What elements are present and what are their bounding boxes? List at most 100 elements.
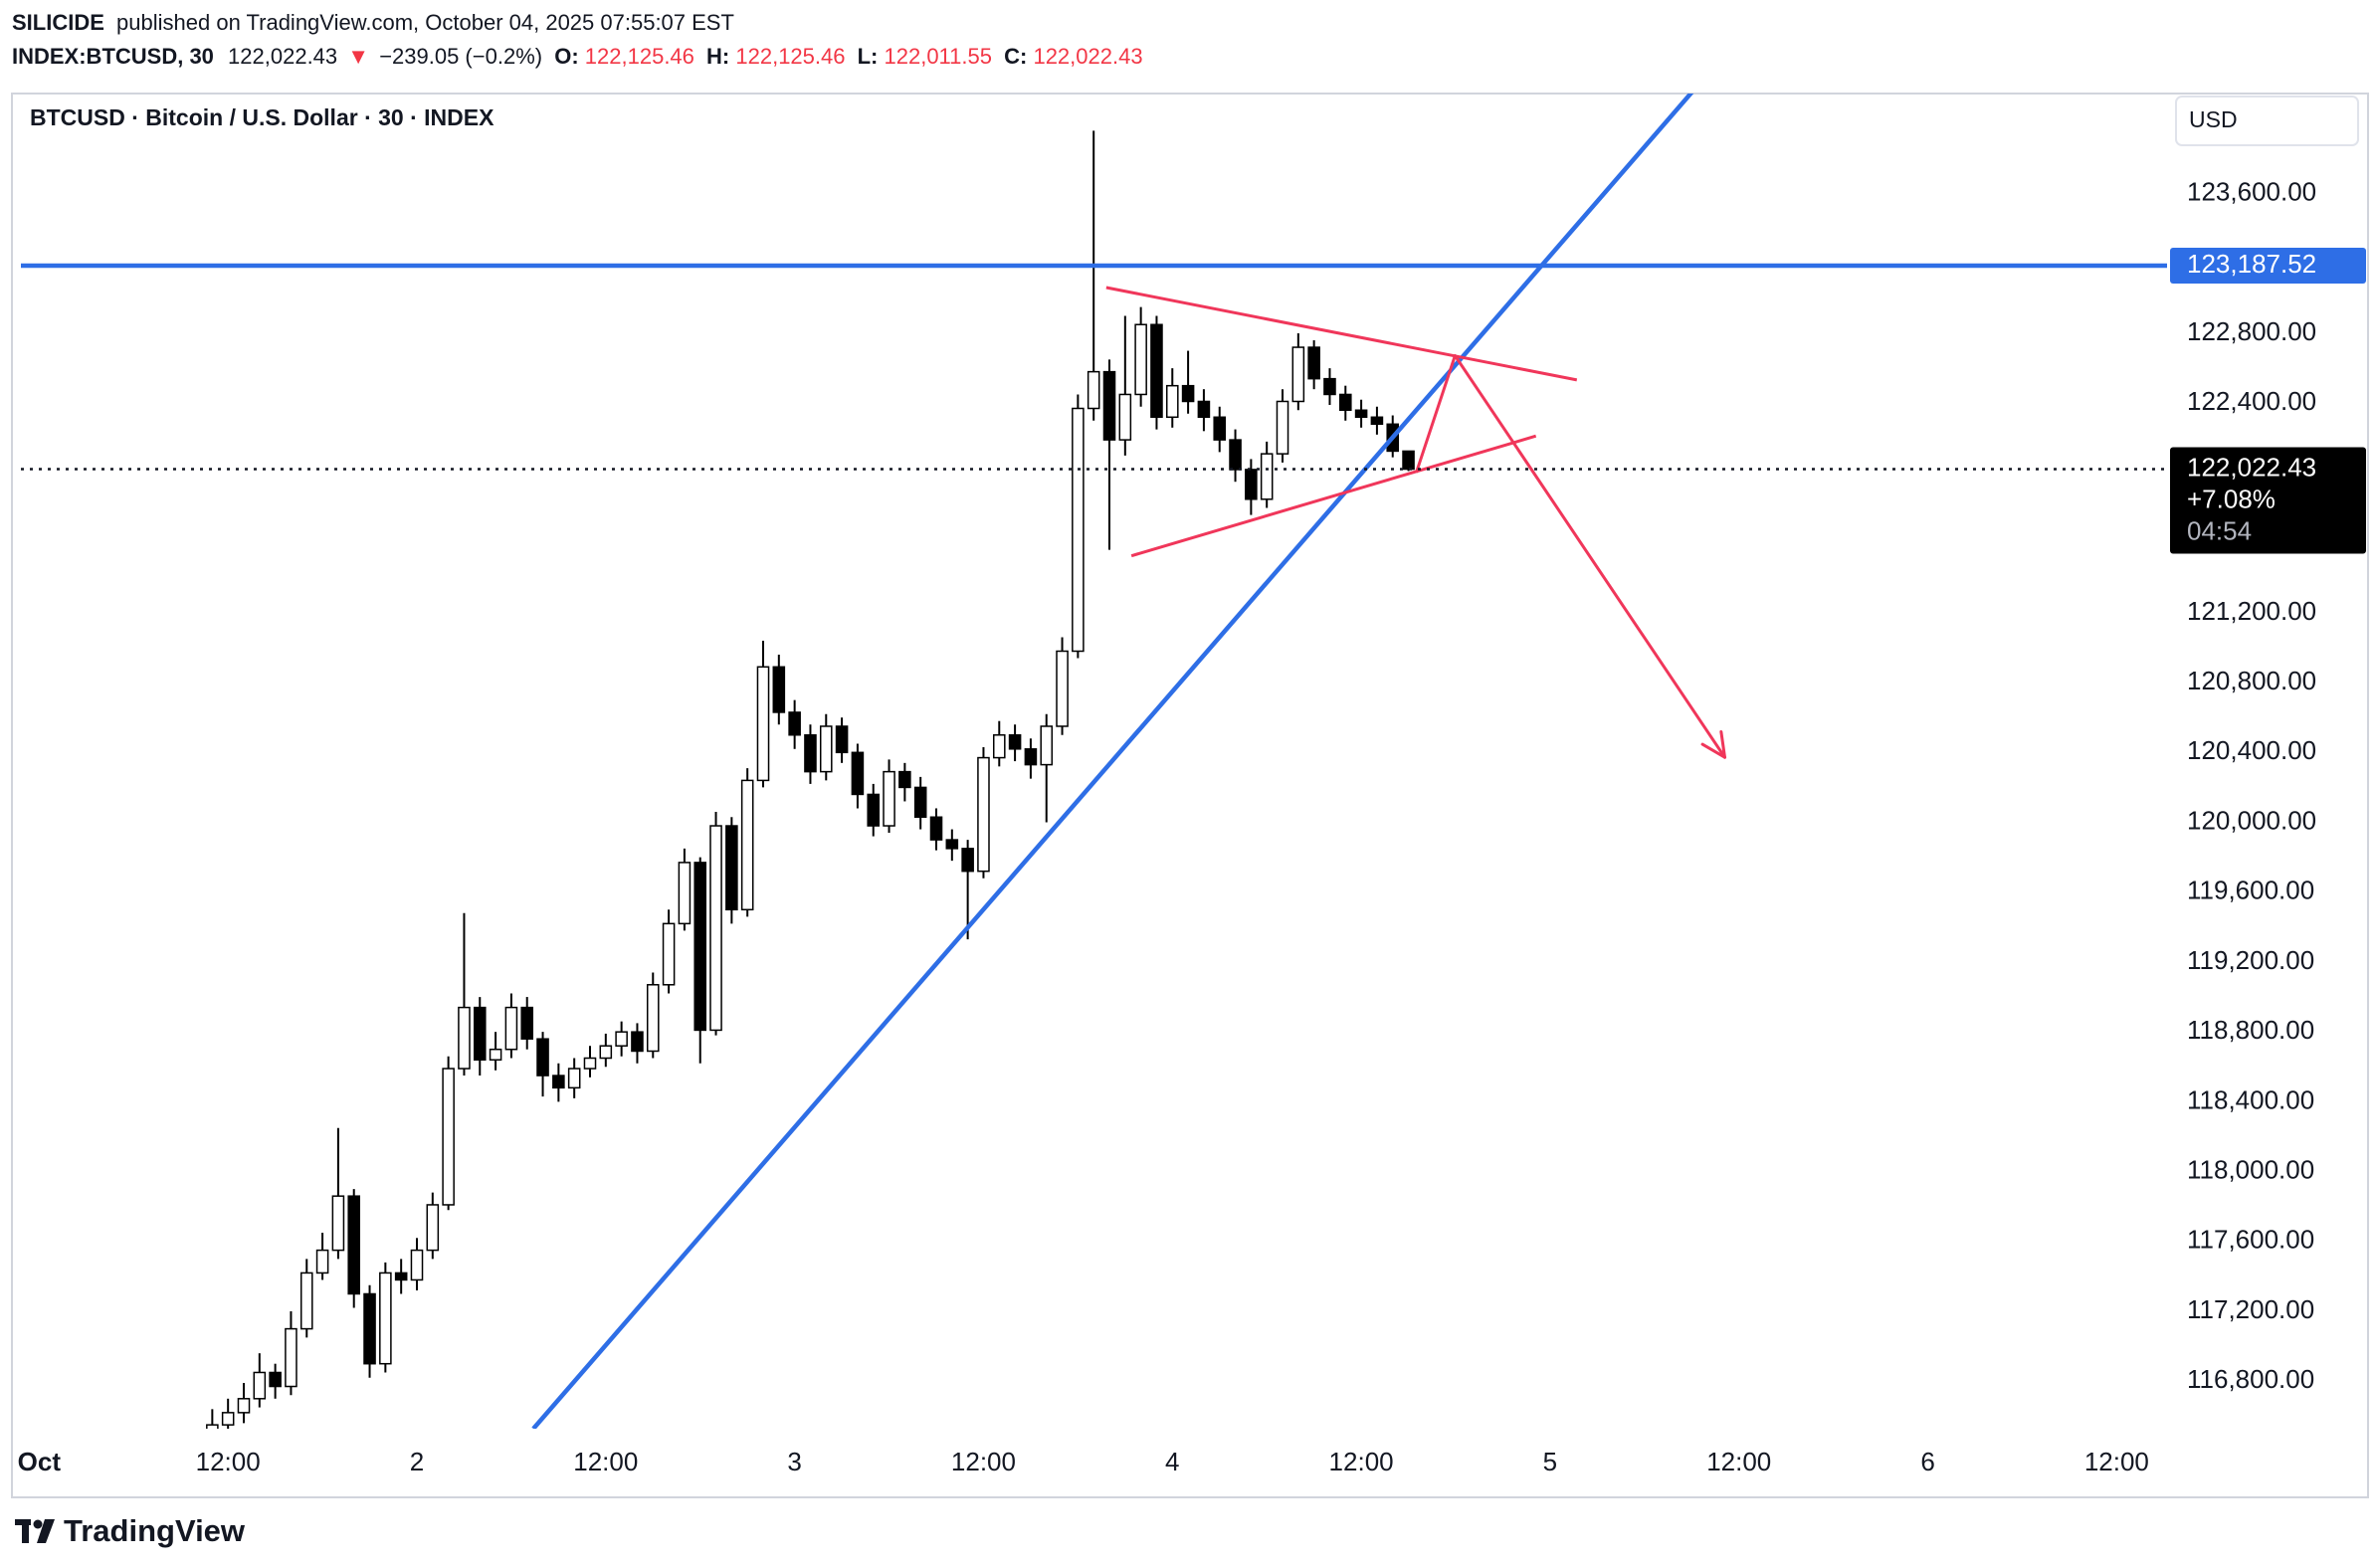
chart-frame [11,93,2369,1498]
candle-body [961,848,974,873]
candle-body [299,1272,313,1330]
candle-body [740,779,754,911]
last-label: 122,022.43 [2187,452,2316,482]
candle-body [253,1371,267,1400]
trend-line [531,94,1694,1429]
candle-body [756,666,770,782]
y-tick-label: 118,000.00 [2187,1154,2314,1184]
candle-body [285,1327,297,1388]
candle-body [1338,393,1352,412]
close: 122,022.43 [1033,44,1142,69]
candle-body [331,1195,345,1252]
published: published on TradingView.com, October 04… [116,10,734,35]
y-tick-label: 119,600.00 [2187,876,2314,905]
y-tick-label: 117,200.00 [2187,1294,2314,1324]
candle-body [458,1006,471,1070]
candle-body [1072,407,1085,653]
logo-icon [15,1519,55,1543]
countdown: 04:54 [2187,515,2252,545]
open: 122,125.46 [585,44,694,69]
candle-body [1276,400,1289,455]
x-tick-label: Oct [18,1447,62,1476]
author: SILICIDE [12,10,104,35]
x-tick-label: 12:00 [573,1447,638,1476]
candle-body [536,1038,549,1077]
candle-body [992,734,1006,759]
change: −239.05 (−0.2%) [379,44,542,69]
currency-box[interactable] [2175,96,2359,146]
candle-body [615,1031,628,1047]
candle-body [898,770,911,789]
arrowhead [1700,742,1727,759]
candle-body [1181,384,1195,403]
level-label-box [2170,247,2366,284]
candle-body [851,751,865,796]
candle-body [1370,416,1384,426]
candle-body [567,1068,581,1089]
candle-body [1291,346,1305,403]
candle-body [1354,409,1368,419]
candle-body [725,825,738,911]
symbol: INDEX:BTCUSD, 30 [12,44,214,69]
x-tick-label: 12:00 [1329,1447,1394,1476]
candle-body [504,1006,518,1051]
price: 122,022.43 [228,44,337,69]
candle-body [520,1006,534,1040]
candle-body [379,1272,392,1365]
y-tick-label: 118,800.00 [2187,1015,2314,1045]
y-tick-label: 116,800.00 [2187,1364,2314,1394]
candle-body [1323,377,1336,396]
candle-body [709,825,722,1032]
candle-body [1213,416,1227,441]
candle-body [1134,323,1147,396]
y-tick-label: 117,600.00 [2187,1225,2314,1255]
candle-body [1260,453,1274,500]
candle-body [583,1057,597,1070]
candle-body [1056,650,1069,727]
candle-body [1008,734,1022,750]
candle-body [1087,370,1100,410]
x-tick-label: 3 [787,1447,801,1476]
trend-line [1130,434,1537,558]
candle-body [552,1075,565,1089]
candle-body [347,1195,361,1295]
candle-body [913,786,927,819]
candle-body [442,1068,455,1206]
legend-title: BTCUSD · Bitcoin / U.S. Dollar · 30 · IN… [30,104,495,130]
candle-body [1165,384,1179,419]
y-tick-label: 121,200.00 [2187,596,2316,626]
x-tick-label: 12:00 [951,1447,1016,1476]
x-tick-label: 4 [1165,1447,1179,1476]
ohlc-line: INDEX:BTCUSD, 30 122,022.43 ▼ −239.05 (−… [12,44,1143,69]
x-tick-label: 12:00 [2084,1447,2149,1476]
candle-body [363,1292,376,1365]
y-tick-label: 120,000.00 [2187,805,2316,835]
candle-body [662,922,676,986]
y-tick-label: 119,200.00 [2187,945,2314,975]
x-tick-label: 6 [1920,1447,1934,1476]
plot-area [21,94,2167,1429]
candle-body [678,862,692,925]
candle-body [1307,346,1320,380]
candle-body [269,1371,282,1388]
x-tick-label: 2 [410,1447,424,1476]
candle-body [883,770,895,827]
candle-body [693,862,707,1032]
candle-body [867,793,881,827]
candle-body [206,1424,219,1429]
candle-body [1245,469,1258,500]
y-tick-label: 122,400.00 [2187,386,2316,416]
y-tick-label: 120,800.00 [2187,666,2316,695]
candle-body [221,1412,235,1426]
candle-body [394,1272,408,1281]
candle-body [646,984,660,1053]
candle-body [1118,393,1132,441]
level-label: 123,187.52 [2187,249,2316,279]
currency: USD [2189,106,2238,132]
candle-body [835,725,849,754]
candle-body [631,1031,644,1053]
candle-body [1150,323,1163,419]
y-tick-label: 123,600.00 [2187,176,2316,206]
candle-body [489,1048,502,1062]
